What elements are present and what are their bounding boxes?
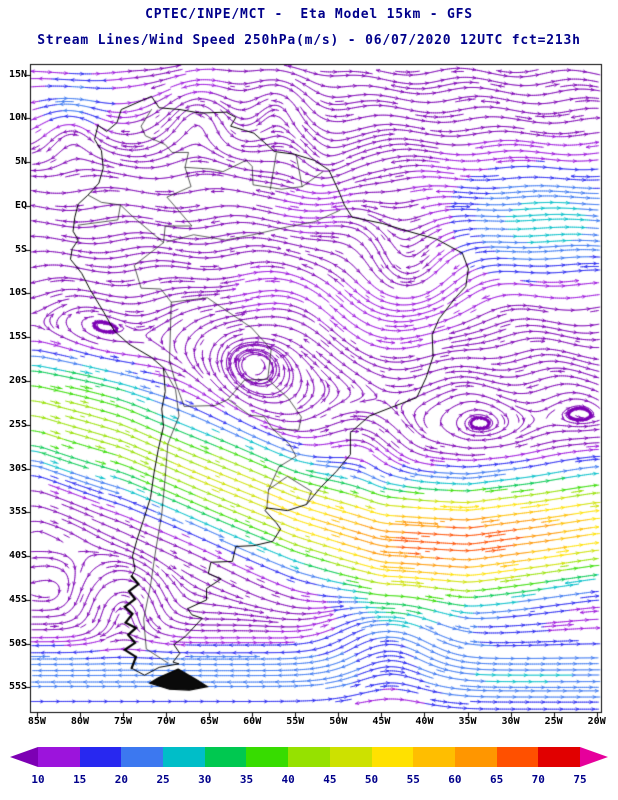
- chart-title: CPTEC/INPE/MCT - Eta Model 15km - GFS: [145, 7, 473, 22]
- lat-axis-label: 10N: [8, 112, 27, 124]
- lon-axis-label: 50W: [329, 716, 348, 727]
- lon-axis-label: 20W: [587, 716, 606, 727]
- colorbar-value: 50: [364, 773, 379, 786]
- colorbar-segment: [163, 747, 205, 767]
- lon-axis-label: 75W: [113, 716, 133, 727]
- lat-axis-label: 45S: [8, 593, 27, 605]
- colorbar-value: 45: [323, 773, 337, 786]
- lon-axis-label: 85W: [27, 716, 46, 727]
- lat-axis-label: 55S: [8, 681, 27, 693]
- lon-axis-label: 35W: [458, 716, 477, 727]
- colorbar-segment: [496, 747, 539, 767]
- colorbar-segment: [454, 747, 497, 767]
- lat-axis-label: 20S: [8, 374, 27, 386]
- colorbar-value: 60: [448, 773, 462, 786]
- lon-axis-label: 70W: [157, 716, 176, 727]
- lat-axis-label: 5N: [14, 156, 27, 168]
- lat-axis-label: 15S: [8, 331, 27, 343]
- colorbar-segment: [288, 747, 330, 767]
- colorbar-value: 55: [406, 773, 420, 786]
- lat-axis-label: 40S: [8, 550, 27, 562]
- colorbar: [10, 747, 608, 767]
- lon-axis-label: 25W: [544, 716, 563, 727]
- lon-axis-label: 80W: [70, 716, 89, 727]
- lat-axis-label: EQ: [14, 199, 27, 211]
- lon-axis-label: 65W: [200, 716, 219, 727]
- lat-axis-label: 15N: [8, 68, 27, 80]
- colorbar-segment: [246, 747, 289, 767]
- colorbar-value: 25: [156, 773, 170, 786]
- colorbar-value: 15: [73, 773, 87, 786]
- colorbar-segment: [538, 747, 580, 767]
- colorbar-segments: [38, 747, 580, 767]
- colorbar-value: 10: [31, 773, 45, 786]
- colorbar-value: 40: [281, 773, 295, 786]
- colorbar-segment: [38, 747, 80, 767]
- lat-axis-label: 35S: [8, 506, 27, 518]
- colorbar-value: 70: [531, 773, 545, 786]
- colorbar-segment: [413, 747, 455, 767]
- lat-axis-label: 50S: [8, 637, 27, 649]
- colorbar-left-arrow-icon: [10, 747, 38, 767]
- colorbar-segment: [371, 747, 414, 767]
- colorbar-right-arrow-icon: [580, 747, 608, 767]
- lon-axis-label: 45W: [372, 716, 391, 727]
- colorbar-value: 30: [198, 773, 212, 786]
- lat-axis-label: 10S: [8, 287, 27, 299]
- colorbar-value: 35: [239, 773, 254, 786]
- lat-axis-label: 5S: [14, 243, 27, 255]
- lat-axis-label: 30S: [8, 462, 27, 474]
- colorbar-segment: [79, 747, 122, 767]
- lat-axis-label: 25S: [8, 418, 27, 430]
- colorbar-segment: [204, 747, 247, 767]
- colorbar-segment: [121, 747, 164, 767]
- chart-subtitle: Stream Lines/Wind Speed 250hPa(m/s) - 06…: [37, 33, 581, 48]
- colorbar-segment: [329, 747, 372, 767]
- lon-axis-label: 40W: [415, 716, 434, 727]
- colorbar-value: 20: [114, 773, 128, 786]
- lon-axis-label: 30W: [501, 716, 520, 727]
- lon-axis-label: 55W: [286, 716, 305, 727]
- colorbar-value: 65: [489, 773, 504, 786]
- lon-axis-label: 60W: [243, 716, 262, 727]
- colorbar-value: 75: [573, 773, 587, 786]
